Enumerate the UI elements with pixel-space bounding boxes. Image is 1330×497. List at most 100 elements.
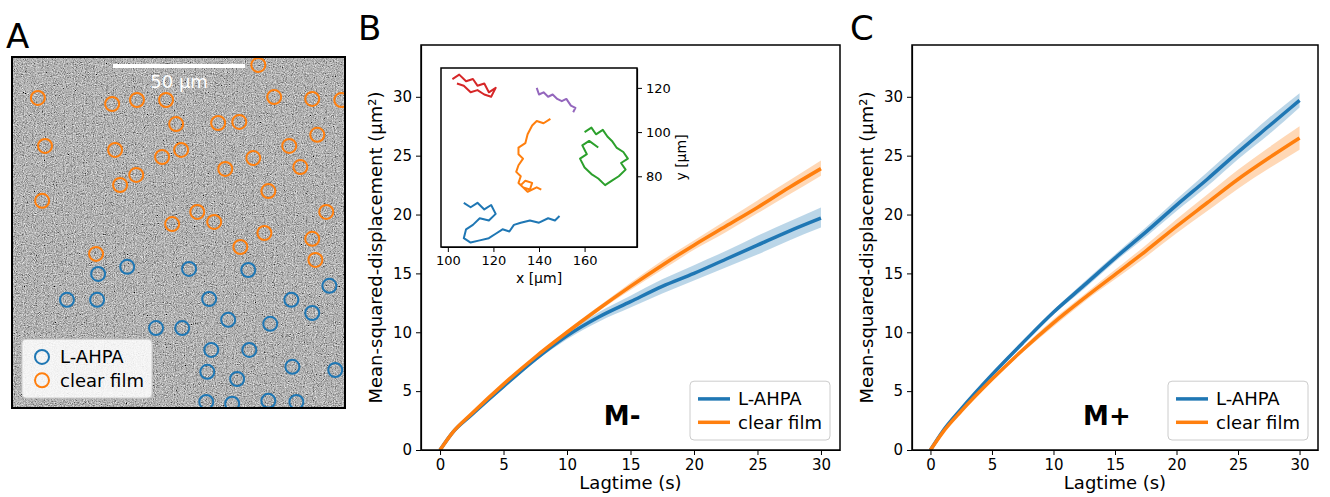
legend-label: L-AHPA bbox=[738, 388, 802, 409]
point bbox=[155, 150, 169, 164]
tick-mark bbox=[493, 247, 494, 252]
scale-bar bbox=[113, 64, 245, 68]
line bbox=[464, 203, 560, 243]
point bbox=[129, 168, 143, 182]
tick-mark bbox=[907, 215, 912, 216]
axis: 051015202530 bbox=[422, 450, 841, 474]
point bbox=[257, 226, 271, 240]
point bbox=[175, 321, 189, 335]
axis: 80100120 bbox=[637, 69, 671, 248]
marks bbox=[31, 58, 345, 408]
tick-mark bbox=[448, 247, 449, 252]
point bbox=[289, 395, 303, 408]
tick-label: 100 bbox=[646, 125, 671, 140]
tick-mark bbox=[1300, 450, 1301, 455]
tick-label: 30 bbox=[884, 88, 903, 106]
y-axis-title: Mean-squared-displacement (µm²) bbox=[856, 91, 877, 403]
tick: 100 bbox=[436, 247, 461, 268]
tick: 10 bbox=[393, 324, 421, 342]
tick-label: 25 bbox=[884, 147, 903, 165]
point bbox=[285, 360, 299, 374]
tick: 160 bbox=[573, 247, 598, 268]
point bbox=[232, 115, 246, 129]
y-axis-title: y [µm] bbox=[673, 134, 689, 180]
tick-label: 20 bbox=[393, 206, 412, 224]
point bbox=[31, 91, 45, 105]
tick: 25 bbox=[884, 147, 912, 165]
point bbox=[182, 262, 196, 276]
point bbox=[284, 293, 298, 307]
legend-box bbox=[22, 339, 152, 398]
point bbox=[38, 139, 52, 153]
marks bbox=[452, 75, 627, 243]
tick-label: 20 bbox=[685, 456, 704, 474]
point bbox=[113, 178, 127, 192]
marks bbox=[930, 93, 1299, 450]
tick: 15 bbox=[393, 265, 421, 283]
axis-line bbox=[912, 46, 913, 451]
tick-mark bbox=[1053, 450, 1054, 455]
frame bbox=[912, 45, 1318, 450]
tick-mark bbox=[992, 450, 993, 455]
legend-label: clear film bbox=[738, 412, 822, 433]
tick-mark bbox=[585, 247, 586, 252]
tick: 120 bbox=[482, 247, 507, 268]
tick-label: 25 bbox=[748, 456, 767, 474]
plot-background bbox=[912, 45, 1318, 450]
tick-label: 10 bbox=[1044, 456, 1063, 474]
tick-mark bbox=[757, 450, 758, 455]
tick-label: 15 bbox=[393, 265, 412, 283]
point bbox=[149, 321, 163, 335]
legend-line bbox=[1176, 421, 1208, 425]
tick-label: 120 bbox=[482, 253, 507, 268]
point bbox=[200, 365, 214, 379]
point bbox=[308, 253, 322, 267]
tick-label: 5 bbox=[402, 382, 412, 400]
tick: 140 bbox=[527, 247, 552, 268]
tick: 30 bbox=[884, 88, 912, 106]
panel-letter: C bbox=[850, 8, 874, 48]
tick-mark bbox=[821, 450, 822, 455]
legend-box bbox=[1168, 381, 1308, 440]
plot-background bbox=[441, 68, 637, 247]
figure-svg: 50 µmAL-AHPAclear film051015202530051015… bbox=[0, 0, 1330, 497]
point bbox=[221, 313, 235, 327]
tick-label: 30 bbox=[812, 456, 831, 474]
tick-mark bbox=[416, 215, 421, 216]
legend-marker bbox=[35, 350, 49, 364]
point bbox=[130, 93, 144, 107]
tick-label: 30 bbox=[393, 88, 412, 106]
axis: 051015202530 bbox=[393, 46, 422, 460]
point bbox=[108, 143, 122, 157]
image-background bbox=[12, 57, 345, 408]
tick-label: 10 bbox=[558, 456, 577, 474]
panel: 50 µmA bbox=[6, 16, 348, 411]
annotation: M+ bbox=[1083, 401, 1131, 431]
tick: 20 bbox=[393, 206, 421, 224]
tick: 30 bbox=[1290, 450, 1309, 474]
point bbox=[199, 395, 213, 408]
legend-label: L-AHPA bbox=[60, 346, 124, 367]
legend: L-AHPAclear film bbox=[22, 339, 152, 398]
axis: 051015202530 bbox=[913, 450, 1319, 474]
point bbox=[310, 128, 324, 142]
point bbox=[261, 394, 275, 408]
axis: 100 120 140 160 bbox=[436, 247, 638, 268]
line bbox=[516, 119, 550, 192]
point bbox=[319, 205, 333, 219]
tick-label: 0 bbox=[402, 441, 412, 459]
tick: 5 bbox=[499, 450, 509, 474]
axis-line bbox=[421, 46, 422, 451]
tick-mark bbox=[637, 88, 642, 89]
tick-mark bbox=[637, 176, 642, 177]
tick: 15 bbox=[884, 265, 912, 283]
tick: 5 bbox=[988, 450, 998, 474]
tick-label: 0 bbox=[893, 441, 903, 459]
point bbox=[207, 215, 221, 229]
tick: 10 bbox=[1044, 450, 1063, 474]
tick-label: 10 bbox=[884, 324, 903, 342]
point bbox=[211, 116, 225, 130]
inset: 10012014016080100120x [µm]y [µm] bbox=[436, 68, 689, 286]
tick: 15 bbox=[1106, 450, 1125, 474]
tick: 0 bbox=[893, 441, 912, 459]
